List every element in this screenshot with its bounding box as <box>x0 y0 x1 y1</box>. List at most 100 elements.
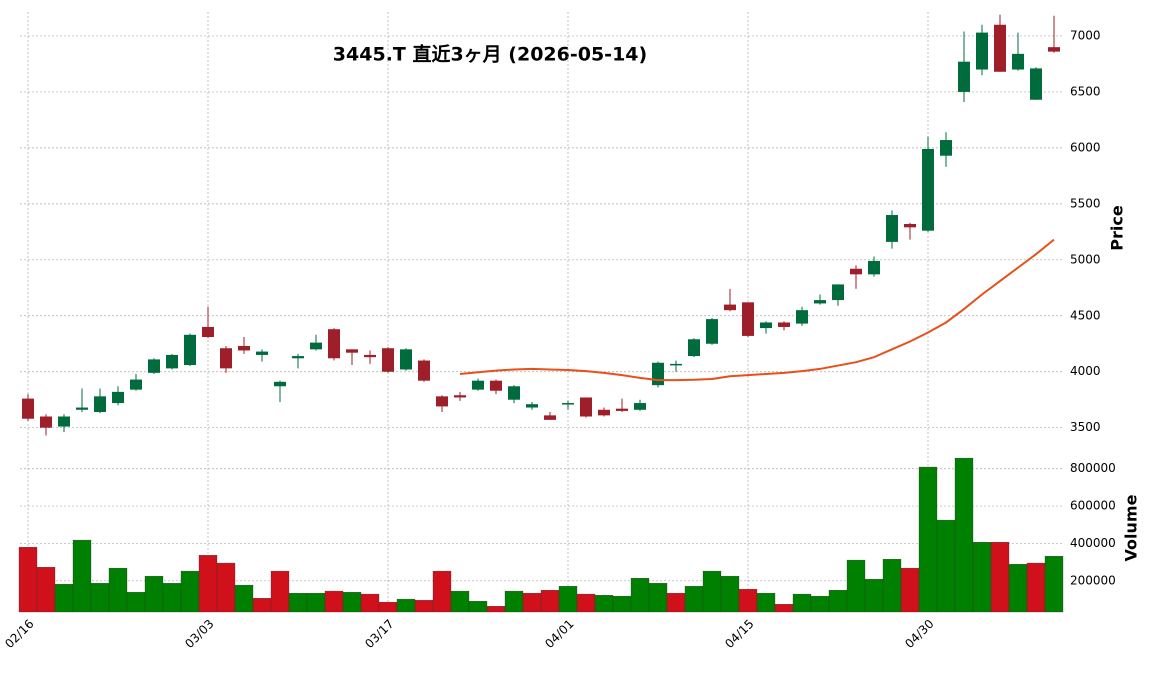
volume-bar <box>756 592 776 613</box>
candle-body <box>724 304 736 311</box>
volume-bar <box>954 457 974 613</box>
volume-bar <box>288 592 308 613</box>
volume-bar <box>972 541 992 613</box>
volume-bar <box>864 578 884 613</box>
candle-body <box>688 339 700 357</box>
volume-bar <box>252 598 272 613</box>
volume-bar <box>738 589 758 613</box>
y-tick-label: 7000 <box>1070 28 1101 42</box>
candle-body <box>616 408 628 411</box>
candle-body <box>832 284 844 301</box>
volume-bar <box>1008 564 1028 613</box>
candle-body <box>22 398 34 419</box>
candle-body <box>634 403 646 410</box>
volume-bar <box>108 567 128 613</box>
x-tick-label: 04/15 <box>722 617 756 651</box>
volume-bar <box>90 583 110 613</box>
candle-body <box>454 395 466 398</box>
volume-bar <box>72 539 92 613</box>
y-tick-label: 6000 <box>1070 140 1101 154</box>
y-tick-label: 6500 <box>1070 84 1101 98</box>
volume-bar <box>18 547 38 613</box>
candle-body <box>1048 47 1060 52</box>
x-tick-label: 03/17 <box>362 617 396 651</box>
candle-body <box>886 215 898 242</box>
candle-body <box>940 140 952 156</box>
volume-bar <box>432 570 452 613</box>
candle-body <box>58 416 70 427</box>
volume-tick-label: 600000 <box>1070 499 1116 513</box>
candle-body <box>580 397 592 417</box>
volume-bar <box>990 541 1010 613</box>
candle-body <box>76 407 88 410</box>
volume-bar <box>792 593 812 613</box>
candle-body <box>472 380 484 390</box>
volume-bar <box>504 590 524 613</box>
volume-bar <box>882 558 902 613</box>
volume-tick-label: 800000 <box>1070 461 1116 475</box>
candle-body <box>238 345 250 351</box>
y-tick-label: 5000 <box>1070 252 1101 266</box>
candle-body <box>220 348 232 369</box>
y-tick-label: 4000 <box>1070 364 1101 378</box>
candle-body <box>508 386 520 400</box>
candle-body <box>598 409 610 416</box>
candle-body <box>904 223 916 228</box>
volume-bar <box>198 555 218 613</box>
volume-bar <box>342 592 362 613</box>
volume-bar <box>414 600 434 613</box>
candle-body <box>742 302 754 336</box>
candle-body <box>202 326 214 338</box>
volume-bar <box>684 586 704 613</box>
volume-bar <box>180 570 200 613</box>
candle-body <box>274 381 286 387</box>
candle-body <box>796 310 808 324</box>
volume-bar <box>702 570 722 613</box>
candle-body <box>814 300 826 304</box>
candle-body <box>544 415 556 420</box>
candle-body <box>778 322 790 327</box>
volume-bar <box>630 578 650 613</box>
volume-bar <box>666 592 686 613</box>
volume-bar <box>324 590 344 613</box>
chart-title: 3445.T 直近3ヶ月 (2026-05-14) <box>333 43 647 66</box>
volume-bar <box>378 601 398 613</box>
candle-body <box>706 319 718 344</box>
volume-bar <box>54 584 74 613</box>
volume-bar <box>540 589 560 613</box>
volume-bar <box>522 592 542 613</box>
volume-bar <box>468 601 488 613</box>
candle-body <box>1030 68 1042 100</box>
candle-body <box>670 363 682 366</box>
candle-body <box>382 348 394 372</box>
volume-bar <box>396 598 416 613</box>
candle-body <box>364 354 376 358</box>
candle-body <box>310 342 322 350</box>
candle-body <box>292 356 304 359</box>
volume-bar <box>1044 555 1064 613</box>
volume-bar <box>486 606 506 613</box>
moving-average-line <box>459 238 1055 382</box>
candle-body <box>346 349 358 353</box>
candle-body <box>400 349 412 370</box>
candle-body <box>868 260 880 275</box>
volume-bar <box>162 583 182 613</box>
volume-bar <box>270 570 290 613</box>
volume-axis-label: Volume <box>1122 494 1141 561</box>
volume-bar <box>360 593 380 613</box>
candle-body <box>184 334 196 366</box>
y-tick-label: 3500 <box>1070 420 1101 434</box>
candle-body <box>850 268 862 275</box>
candle-body <box>130 379 142 390</box>
volume-bar <box>144 575 164 613</box>
volume-bar <box>216 562 236 613</box>
x-tick-label: 02/16 <box>2 617 36 651</box>
volume-bar <box>36 567 56 613</box>
candle-body <box>562 403 574 405</box>
candle-body <box>1012 53 1024 70</box>
y-tick-label: 5500 <box>1070 196 1101 210</box>
volume-bar <box>306 592 326 613</box>
candle-body <box>112 391 124 404</box>
volume-bar <box>774 604 794 613</box>
